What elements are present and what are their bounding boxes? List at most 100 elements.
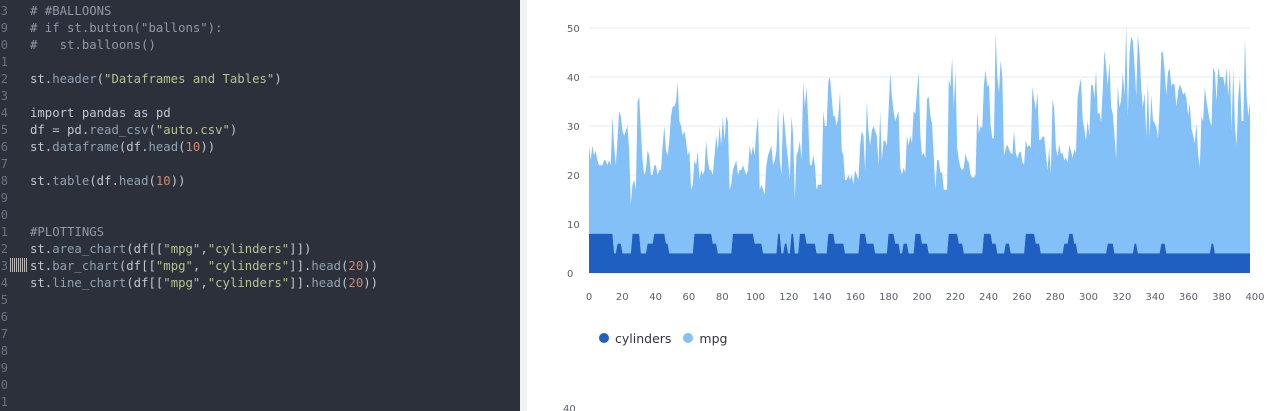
code-line[interactable]: import pandas as pd xyxy=(30,105,171,122)
code-token: "cylinders" xyxy=(207,242,290,256)
code-token: 20 xyxy=(348,276,364,290)
y-tick-label: 40 xyxy=(567,73,580,84)
code-token: table xyxy=(52,174,90,188)
line-number: 8 xyxy=(0,174,8,188)
line-number: 8 xyxy=(0,344,8,358)
y-tick-label: 0 xyxy=(567,269,573,280)
code-token: ( xyxy=(148,123,156,137)
code-token: "cylinders" xyxy=(207,276,290,290)
code-token: #PLOTTINGS xyxy=(30,225,105,239)
code-token: )) xyxy=(200,140,216,154)
code-token: st. xyxy=(30,140,53,154)
code-token: head xyxy=(311,276,342,290)
line-number: 3 xyxy=(0,259,8,273)
line-number: 1 xyxy=(0,225,8,239)
area-mpg xyxy=(589,25,1250,254)
x-tick-label: 160 xyxy=(846,292,865,303)
code-token: )) xyxy=(363,276,379,290)
cursor-line-marker xyxy=(10,258,28,272)
code-token: st. xyxy=(30,174,53,188)
code-token: ]]. xyxy=(289,259,312,273)
code-line[interactable]: df = pd.read_csv("auto.csv") xyxy=(30,122,237,139)
code-token: 20 xyxy=(348,259,364,273)
line-number: 3 xyxy=(0,4,8,18)
line-number: 6 xyxy=(0,140,8,154)
line-number: 4 xyxy=(0,276,8,290)
code-token: bar_chart xyxy=(52,259,119,273)
code-token: (df. xyxy=(118,140,149,154)
area-chart[interactable]: 0 10 20 30 40 50 0 20 40 60 80 100 120 140 160 180 200 22… xyxy=(527,0,1281,411)
next-chart-ytick-top: 40 xyxy=(563,404,576,411)
line-number: 3 xyxy=(0,89,8,103)
code-token: ( xyxy=(96,72,105,86)
code-token: "mpg" xyxy=(163,276,201,290)
y-tick-label: 20 xyxy=(567,171,580,182)
x-tick-label: 380 xyxy=(1212,292,1231,303)
x-tick-label: 180 xyxy=(879,292,898,303)
legend-dot-cylinders xyxy=(599,333,609,343)
line-number: 6 xyxy=(0,310,8,324)
legend-item-mpg[interactable]: mpg xyxy=(683,331,727,346)
code-token: st. xyxy=(30,242,53,256)
line-number: 1 xyxy=(0,395,8,409)
code-line[interactable]: st.dataframe(df.head(10)) xyxy=(30,139,215,156)
line-number: 9 xyxy=(0,21,8,35)
line-number: 0 xyxy=(0,38,8,52)
x-tick-label: 60 xyxy=(683,292,696,303)
code-line[interactable]: # st.balloons() xyxy=(30,37,156,54)
line-number: 7 xyxy=(0,327,8,341)
legend-item-cylinders[interactable]: cylinders xyxy=(599,331,671,346)
pane-divider[interactable] xyxy=(520,0,527,411)
code-line[interactable]: #PLOTTINGS xyxy=(30,224,104,241)
code-line[interactable]: st.line_chart(df[["mpg","cylinders"]].he… xyxy=(30,275,378,292)
line-number: 5 xyxy=(0,293,8,307)
x-tick-label: 40 xyxy=(649,292,662,303)
code-editor[interactable]: 3 9 0 1 2 3 4 5 6 7 8 9 0 1 2 3 4 5 6 7 8 9 0 1 # #BALLOONS # if… xyxy=(0,0,520,411)
line-number-gutter: 3 9 0 1 2 3 4 5 6 7 8 9 0 1 2 3 4 5 6 7 8 9 0 1 xyxy=(0,0,9,411)
x-tick-label: 300 xyxy=(1079,292,1098,303)
code-token: "mpg" xyxy=(155,259,193,273)
area-cylinders xyxy=(589,233,1250,273)
code-line[interactable]: st.area_chart(df[["mpg","cylinders"]]) xyxy=(30,241,311,258)
code-token: (df. xyxy=(89,174,119,188)
code-token: "Dataframes and Tables" xyxy=(104,72,275,86)
code-line[interactable]: # if st.button("ballons"): xyxy=(30,20,223,37)
code-token: header xyxy=(52,72,97,86)
line-number: 7 xyxy=(0,157,8,171)
x-tick-label: 360 xyxy=(1179,292,1198,303)
x-tick-label: 340 xyxy=(1146,292,1165,303)
x-tick-label: 400 xyxy=(1245,292,1264,303)
code-line[interactable]: st.bar_chart(df[["mpg", "cylinders"]].he… xyxy=(30,258,378,275)
line-number: 0 xyxy=(0,208,8,222)
code-token: st. xyxy=(30,72,53,86)
chart-panel: 0 10 20 30 40 50 0 20 40 60 80 100 120 140 160 180 200 22… xyxy=(527,0,1281,411)
code-token: ( xyxy=(148,174,156,188)
line-number: 0 xyxy=(0,378,8,392)
line-number: 5 xyxy=(0,123,8,137)
code-token: "mpg" xyxy=(163,242,201,256)
code-token: , xyxy=(200,242,208,256)
code-token: 10 xyxy=(155,174,171,188)
code-token: ( xyxy=(341,276,349,290)
line-number: 4 xyxy=(0,106,8,120)
x-tick-label: 120 xyxy=(779,292,798,303)
code-line[interactable]: st.table(df.head(10)) xyxy=(30,173,186,190)
code-token: ) xyxy=(274,72,282,86)
code-token: head xyxy=(118,174,149,188)
legend-label-mpg: mpg xyxy=(699,330,728,346)
line-number: 1 xyxy=(0,55,8,69)
chart-legend[interactable]: cylinders mpg xyxy=(599,329,739,347)
code-line[interactable]: st.header("Dataframes and Tables") xyxy=(30,71,282,88)
code-token: st. xyxy=(30,276,53,290)
code-token: )) xyxy=(170,174,186,188)
legend-dot-mpg xyxy=(683,333,694,343)
x-tick-label: 260 xyxy=(1012,292,1031,303)
code-token: (df[[ xyxy=(118,259,156,273)
code-line[interactable]: # #BALLOONS xyxy=(30,3,111,20)
code-token: (df[[ xyxy=(126,276,164,290)
code-token: (df[[ xyxy=(126,242,164,256)
code-token: "cylinders" xyxy=(207,259,290,273)
x-tick-label: 0 xyxy=(586,292,592,303)
line-number: 9 xyxy=(0,361,8,375)
y-tick-label: 50 xyxy=(567,24,580,35)
